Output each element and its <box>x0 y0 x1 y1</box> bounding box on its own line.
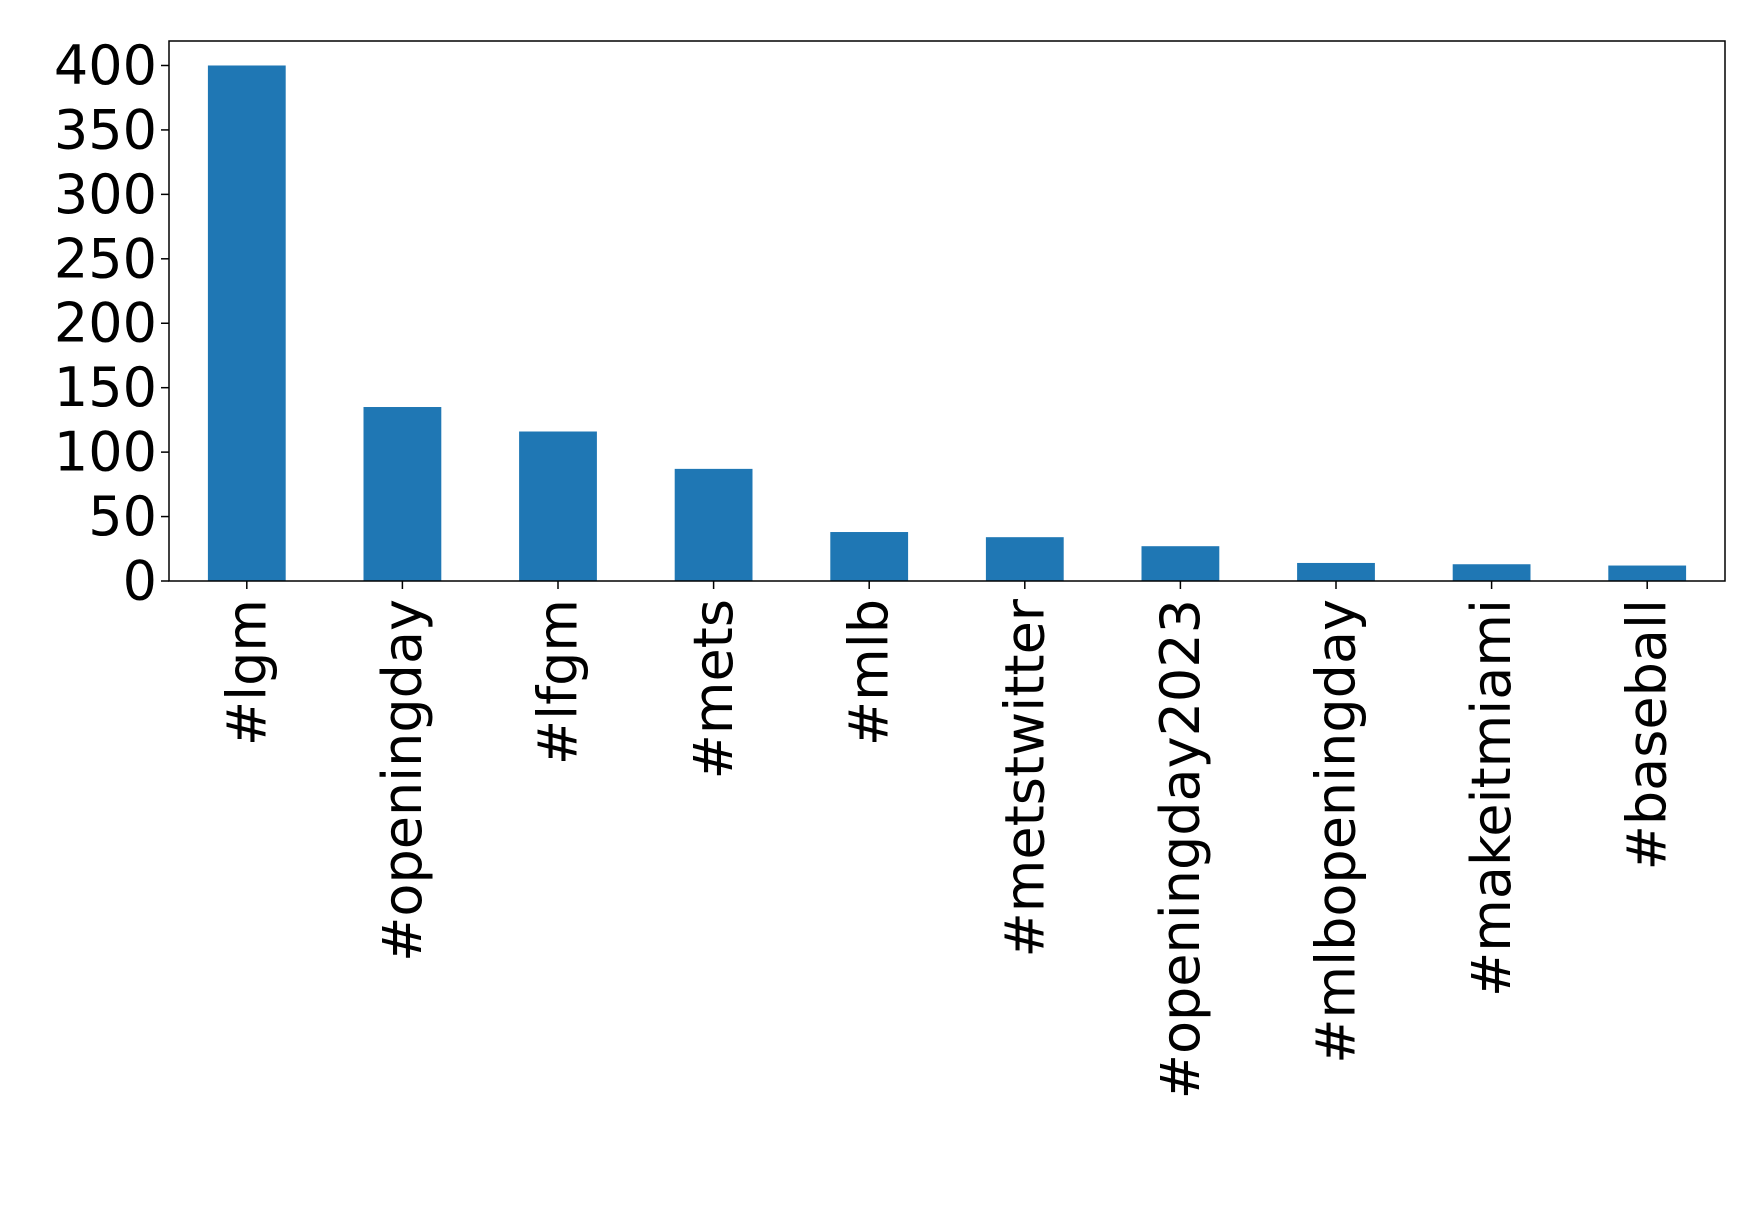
bar-6 <box>1141 546 1220 581</box>
bar-8 <box>1452 564 1531 581</box>
y-tick-label-4: 200 <box>54 292 157 355</box>
bar-9 <box>1608 565 1687 581</box>
x-tick-label-5: #metstwitter <box>993 598 1056 957</box>
x-tick-label-0: #lgm <box>215 599 278 746</box>
x-tick-label-1: #openingday <box>371 599 434 962</box>
x-tick-label-8: #makeitmiami <box>1460 599 1523 997</box>
bar-5 <box>985 537 1064 581</box>
y-tick-label-3: 150 <box>54 356 157 419</box>
bar-4 <box>830 532 909 581</box>
y-tick-label-8: 400 <box>54 34 157 97</box>
x-axis: #lgm #openingday #lfgm #mets #mlb #metstwitte… <box>215 581 1679 1099</box>
y-tick-label-1: 50 <box>88 485 157 548</box>
x-tick-label-7: #mlbopeningday <box>1305 599 1368 1064</box>
x-tick-label-3: #mets <box>682 599 745 779</box>
y-tick-label-0: 0 <box>123 550 157 613</box>
bar-2 <box>519 431 597 581</box>
bar-3 <box>674 468 753 581</box>
y-tick-label-2: 100 <box>54 421 157 484</box>
y-tick-label-5: 250 <box>54 227 157 290</box>
x-tick-label-4: #mlb <box>838 599 901 746</box>
y-tick-label-7: 350 <box>54 98 157 161</box>
plot-frame <box>168 40 1726 582</box>
bar-7 <box>1297 562 1375 581</box>
x-tick-label-6: #openingday2023 <box>1149 599 1212 1099</box>
bars-group <box>207 65 1687 581</box>
bar-1 <box>363 407 442 581</box>
bar-0 <box>207 65 286 581</box>
x-tick-label-9: #baseball <box>1616 599 1679 870</box>
x-tick-label-2: #lfgm <box>527 599 590 765</box>
y-tick-label-6: 300 <box>54 163 157 226</box>
